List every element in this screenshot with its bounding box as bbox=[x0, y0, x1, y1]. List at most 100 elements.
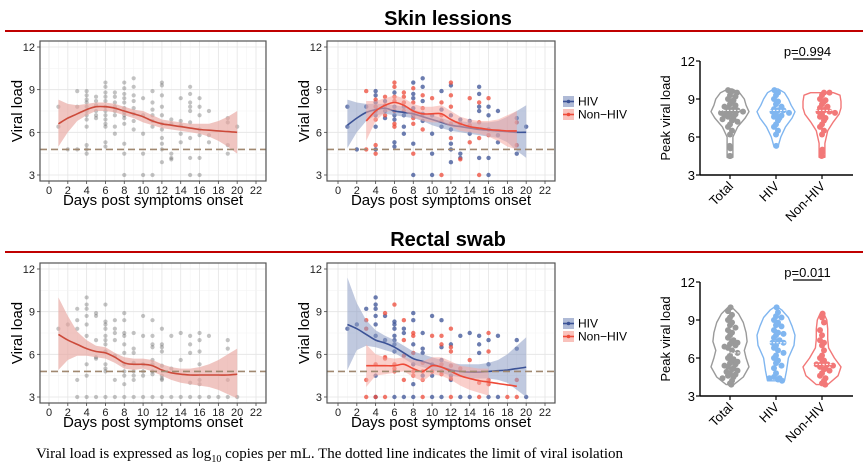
data-point bbox=[93, 394, 99, 400]
data-point bbox=[140, 313, 146, 319]
legend-dot bbox=[566, 112, 571, 117]
data-point-hiv bbox=[373, 124, 378, 129]
data-point bbox=[75, 394, 80, 400]
data-point-nonhiv bbox=[448, 326, 454, 331]
data-point bbox=[197, 330, 202, 336]
chart-rectal-peak-violin: Total HIV Non-HIV 3 6 9 12 Peak viral load p=0.0… bbox=[658, 265, 853, 445]
y-tick-label: 9 bbox=[688, 313, 695, 328]
data-point bbox=[150, 372, 155, 377]
violin-dot bbox=[766, 375, 773, 382]
data-point bbox=[178, 330, 183, 336]
data-point bbox=[103, 338, 108, 343]
data-point-hiv bbox=[392, 117, 397, 122]
data-point bbox=[103, 144, 108, 149]
x-tick-label: 6 bbox=[391, 407, 397, 419]
y-tick-label: 6 bbox=[316, 349, 322, 361]
data-point-hiv bbox=[411, 141, 416, 146]
data-point bbox=[188, 91, 193, 97]
data-point-nonhiv bbox=[439, 172, 444, 178]
violin-total bbox=[710, 304, 750, 388]
data-point-hiv bbox=[373, 93, 378, 98]
x-tick-label: 6 bbox=[391, 185, 397, 197]
data-point-hiv bbox=[411, 91, 416, 97]
y-tick-label: 12 bbox=[681, 54, 695, 69]
y-tick-label: 12 bbox=[310, 42, 322, 54]
y-tick-label: 9 bbox=[29, 307, 35, 319]
data-point-nonhiv bbox=[411, 151, 416, 156]
y-tick-label: 3 bbox=[316, 170, 322, 182]
x-tick-label: 20 bbox=[520, 185, 532, 197]
data-point bbox=[225, 151, 230, 156]
data-point-hiv bbox=[401, 394, 407, 400]
y-tick-label: 9 bbox=[688, 92, 695, 107]
violin-dot bbox=[725, 123, 731, 130]
data-point bbox=[103, 369, 108, 374]
data-point-nonhiv bbox=[467, 140, 472, 145]
data-point-hiv bbox=[401, 124, 407, 129]
data-point-nonhiv bbox=[429, 96, 435, 101]
data-point bbox=[225, 346, 230, 351]
data-point bbox=[131, 346, 136, 351]
data-point bbox=[188, 120, 193, 125]
data-point bbox=[122, 96, 127, 101]
violin-hiv bbox=[756, 87, 796, 149]
data-point bbox=[159, 342, 165, 347]
data-point bbox=[103, 140, 108, 145]
data-point-nonhiv bbox=[401, 337, 407, 343]
violin-dot bbox=[817, 372, 823, 379]
legend-label-hiv: HIV bbox=[578, 95, 598, 109]
data-point bbox=[150, 394, 155, 400]
data-point bbox=[131, 330, 136, 336]
data-point-nonhiv bbox=[486, 330, 491, 336]
data-point bbox=[169, 157, 174, 162]
y-axis-label: Vrial load bbox=[296, 80, 313, 142]
data-point bbox=[159, 376, 165, 381]
violin-hiv bbox=[756, 304, 796, 384]
data-point bbox=[122, 86, 127, 91]
fit-line-total bbox=[57, 333, 238, 376]
y-axis-label: Peak viral load bbox=[658, 296, 673, 381]
violin-dot bbox=[725, 308, 731, 315]
data-point-nonhiv bbox=[486, 96, 491, 101]
data-point bbox=[103, 322, 108, 327]
data-point-hiv bbox=[411, 318, 416, 323]
data-point bbox=[112, 326, 117, 331]
data-point-nonhiv bbox=[392, 80, 397, 85]
violin-dot bbox=[727, 322, 733, 329]
x-tick-label: 14 bbox=[175, 185, 187, 197]
data-point bbox=[188, 333, 193, 338]
x-tick-label: 2 bbox=[354, 185, 360, 197]
violin-dot bbox=[780, 330, 787, 337]
data-point-hiv bbox=[392, 326, 397, 331]
data-point-nonhiv bbox=[448, 345, 454, 350]
data-point bbox=[84, 151, 89, 156]
x-tick-label: 18 bbox=[501, 185, 513, 197]
data-point-nonhiv bbox=[439, 333, 444, 339]
data-point bbox=[122, 151, 127, 156]
data-point bbox=[122, 172, 127, 178]
data-point-nonhiv bbox=[401, 377, 407, 383]
x-tick-label: 20 bbox=[520, 407, 532, 419]
x-tick-label: 16 bbox=[193, 185, 205, 197]
data-point bbox=[140, 172, 146, 178]
x-axis-label: Days post symptoms onset bbox=[63, 414, 244, 431]
data-point-nonhiv bbox=[420, 127, 425, 132]
data-point bbox=[178, 140, 183, 145]
x-tick-label: 0 bbox=[335, 407, 341, 419]
p-value-label: p=0.994 bbox=[784, 44, 831, 59]
x-tick-label: 12 bbox=[445, 407, 457, 419]
data-point bbox=[131, 394, 136, 400]
data-point-hiv bbox=[373, 302, 378, 307]
legend-label-nonhiv: Non−HIV bbox=[578, 108, 627, 122]
data-point-hiv bbox=[373, 306, 378, 312]
data-point-nonhiv bbox=[420, 93, 425, 98]
plot-border bbox=[39, 262, 267, 404]
data-point-hiv bbox=[476, 333, 482, 339]
data-point bbox=[93, 113, 99, 118]
data-point bbox=[197, 338, 202, 343]
data-point-nonhiv bbox=[373, 394, 378, 400]
data-point-nonhiv bbox=[448, 394, 454, 400]
data-point-hiv bbox=[486, 155, 491, 161]
legend-dot bbox=[566, 99, 571, 104]
